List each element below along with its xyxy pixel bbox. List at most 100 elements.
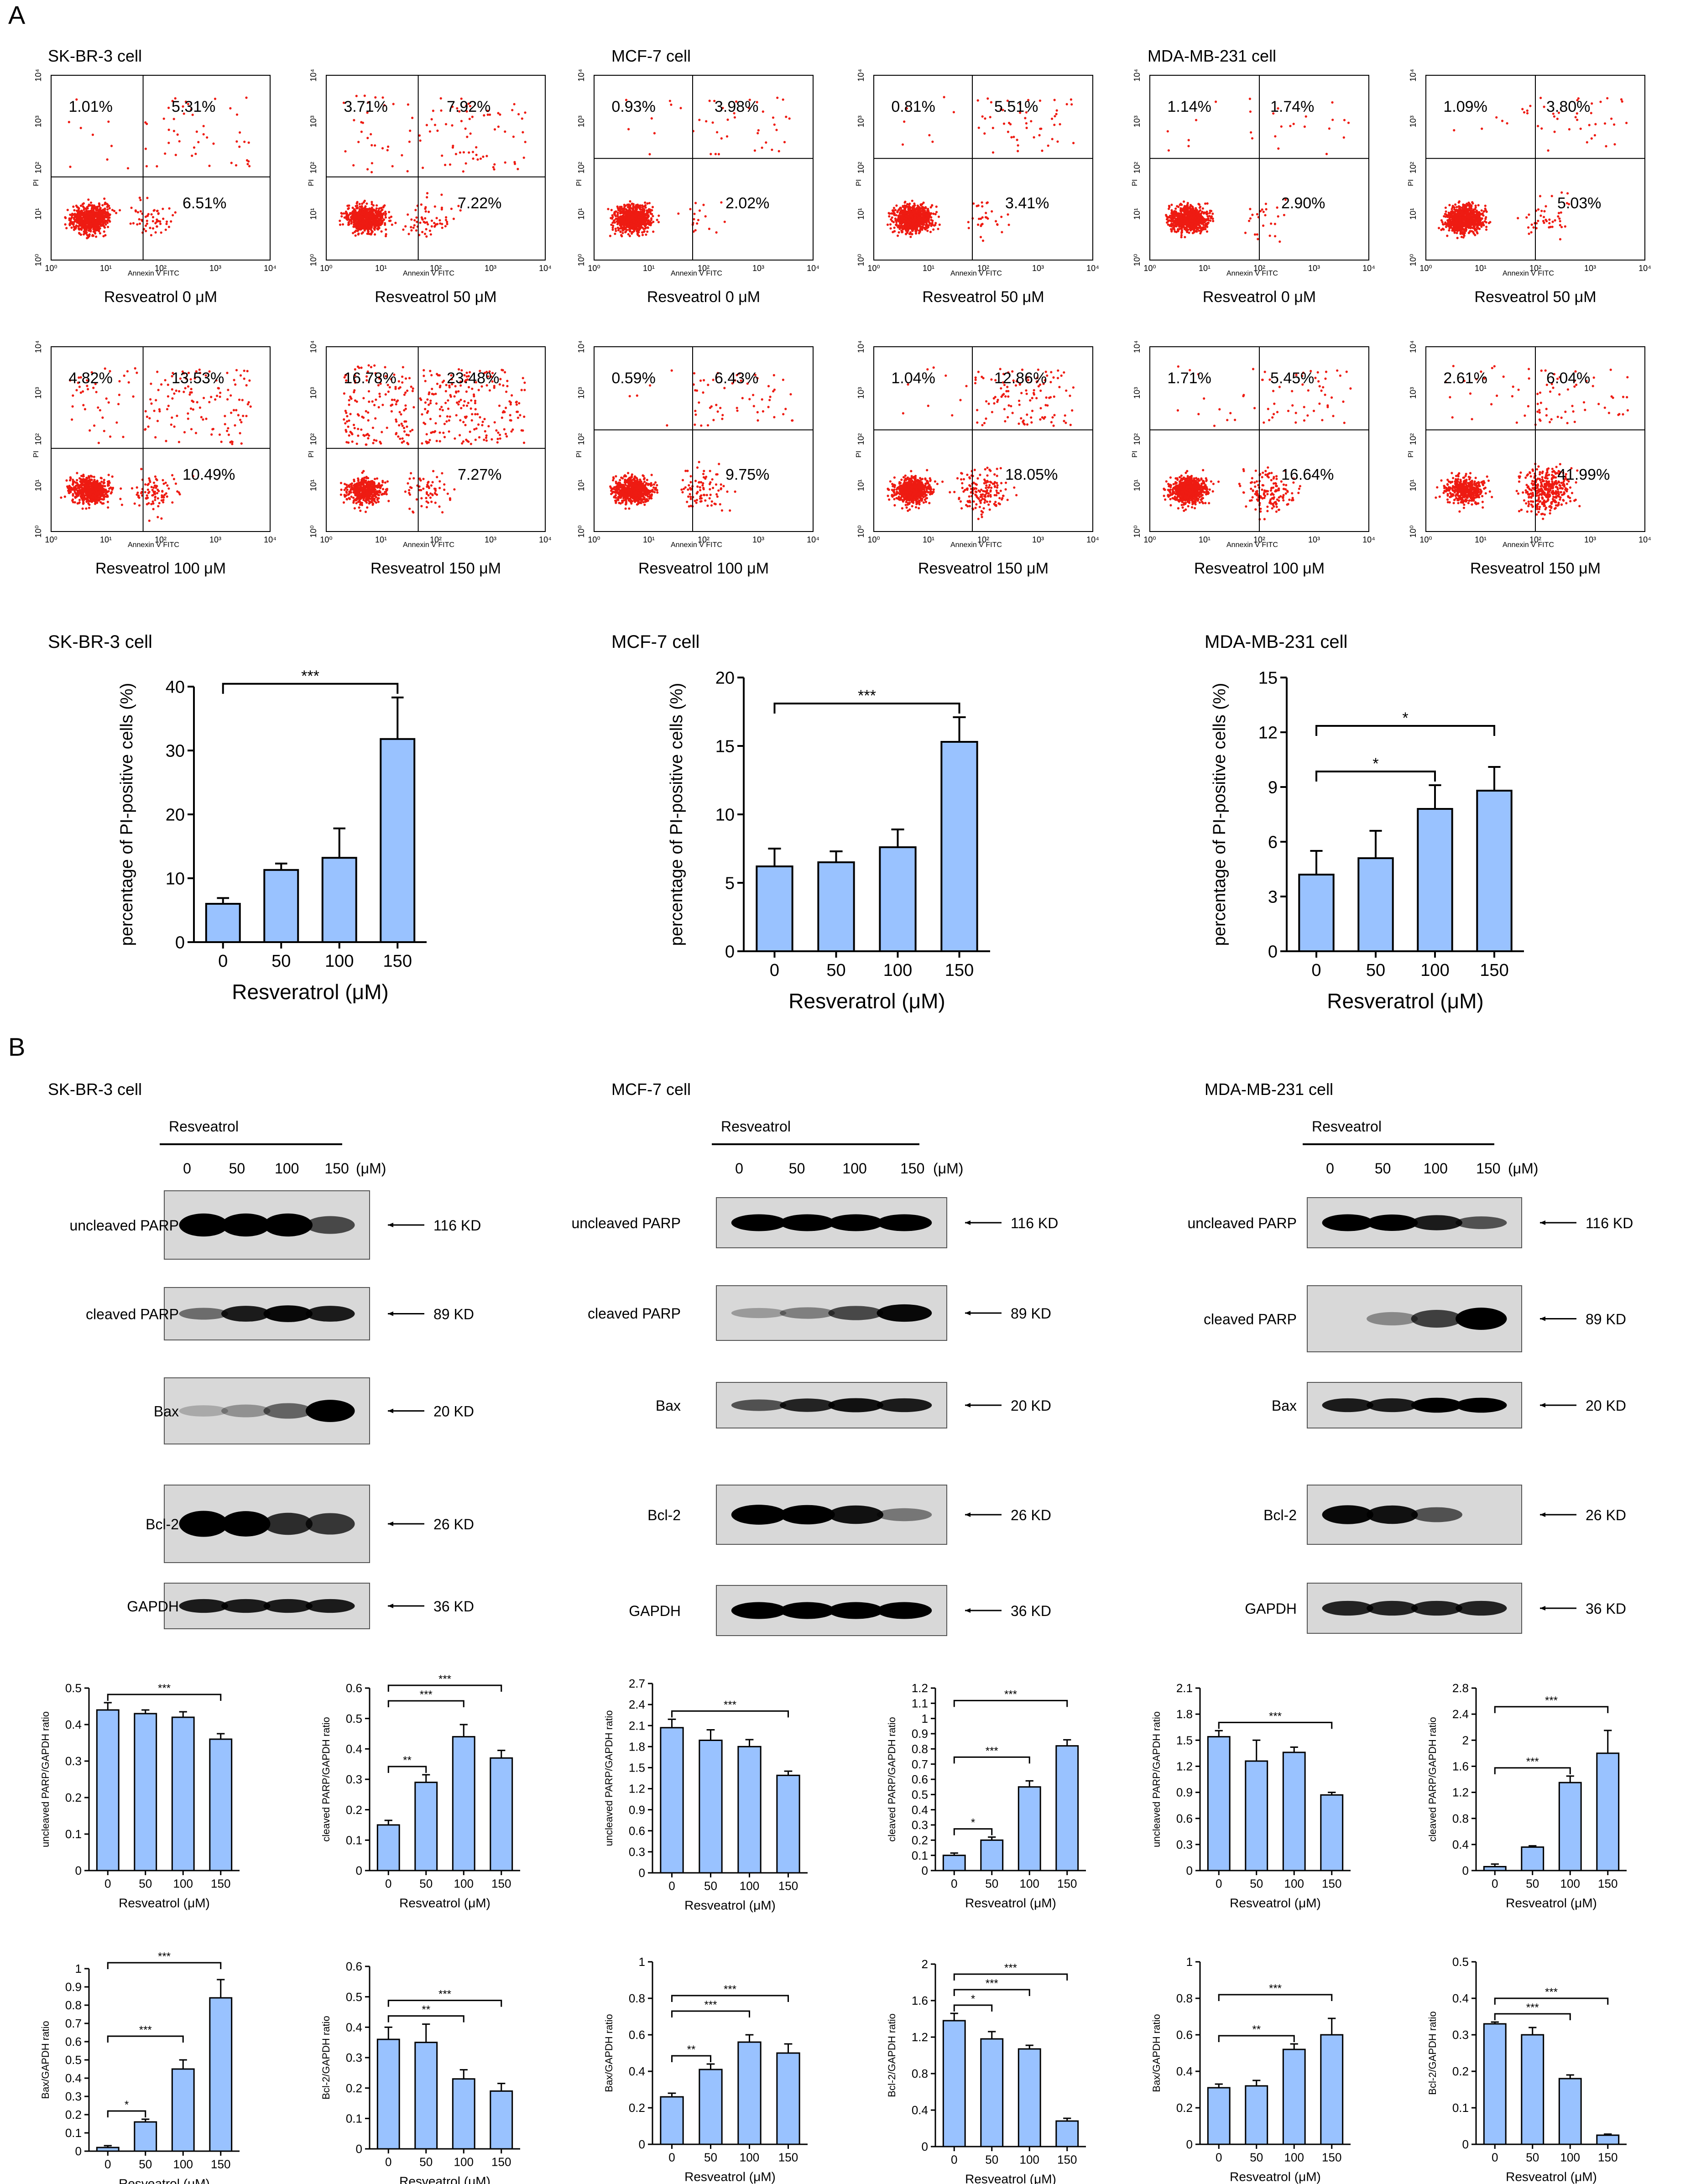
flow-event-dot	[65, 227, 68, 229]
flow-event-dot	[717, 153, 720, 156]
flow-event-dot	[64, 223, 67, 226]
flow-y-tick: 10²	[309, 162, 318, 173]
flow-event-dot	[616, 217, 618, 220]
flow-event-dot	[361, 213, 364, 216]
flow-event-dot	[77, 487, 79, 490]
flow-event-dot	[641, 204, 644, 207]
flow-event-dot	[420, 497, 423, 500]
flow-event-dot	[777, 150, 780, 152]
quadrant-lr-pct: 7.22%	[458, 195, 501, 212]
flow-event-dot	[86, 206, 89, 208]
flow-event-dot	[81, 225, 83, 228]
flow-event-dot	[458, 400, 460, 403]
flow-event-dot	[357, 220, 360, 223]
flow-event-dot	[522, 441, 526, 444]
flow-y-tick: 10⁴	[309, 340, 318, 353]
flow-event-dot	[151, 220, 154, 223]
flow-event-dot	[99, 222, 102, 224]
flow-event-dot	[75, 226, 78, 229]
flow-event-dot	[367, 411, 370, 414]
flow-event-dot	[68, 485, 71, 487]
flow-event-dot	[644, 206, 647, 209]
flow-event-dot	[485, 436, 488, 439]
flow-event-dot	[349, 498, 351, 500]
flow-event-dot	[355, 219, 357, 222]
flow-event-dot	[239, 418, 242, 421]
flow-event-dot	[386, 149, 389, 151]
flow-event-dot	[202, 125, 205, 127]
flow-event-dot	[424, 408, 427, 411]
flow-event-dot	[398, 424, 401, 427]
flow-event-dot	[501, 417, 503, 419]
flow-event-dot	[166, 495, 168, 498]
flow-event-dot	[716, 131, 719, 134]
flow-event-dot	[363, 476, 366, 479]
flow-event-dot	[409, 130, 412, 132]
flow-event-dot	[520, 429, 523, 432]
flow-event-dot	[92, 226, 95, 229]
flow-event-dot	[356, 413, 360, 416]
flow-event-dot	[162, 208, 164, 210]
flow-event-dot	[466, 136, 469, 138]
flow-x-tick: 10³	[752, 264, 764, 273]
flow-event-dot	[483, 438, 485, 441]
flow-event-dot	[101, 204, 104, 207]
flow-event-dot	[218, 433, 221, 436]
flow-event-dot	[402, 366, 404, 369]
flow-event-dot	[725, 135, 729, 138]
flow-event-dot	[696, 222, 699, 225]
flow-event-dot	[644, 201, 647, 204]
flow-event-dot	[126, 370, 129, 373]
flow-event-dot	[154, 496, 157, 499]
flow-event-dot	[720, 201, 723, 204]
flow-event-dot	[120, 503, 123, 506]
flow-event-dot	[384, 393, 387, 396]
flow-event-dot	[171, 501, 174, 504]
flow-event-dot	[351, 487, 354, 490]
flow-event-dot	[476, 413, 479, 416]
flow-x-tick: 10⁴	[264, 264, 277, 273]
flow-event-dot	[101, 219, 104, 222]
flow-event-dot	[509, 403, 512, 406]
flow-y-tick: 10⁴	[34, 340, 43, 353]
flow-event-dot	[344, 210, 348, 213]
flow-x-tick: 10⁰	[320, 264, 332, 273]
flow-event-dot	[69, 166, 72, 168]
flow-event-dot	[92, 216, 94, 219]
flow-event-dot	[167, 225, 170, 228]
flow-event-dot	[145, 224, 147, 227]
flow-event-dot	[932, 212, 935, 215]
flow-event-dot	[210, 396, 213, 398]
flow-event-dot	[100, 213, 103, 216]
flow-event-dot	[650, 219, 652, 221]
flow-event-dot	[138, 196, 141, 199]
flow-event-dot	[96, 491, 99, 494]
flow-event-dot	[668, 99, 671, 102]
flow-event-dot	[409, 430, 412, 433]
flow-event-dot	[523, 381, 526, 384]
flow-event-dot	[397, 435, 400, 438]
flow-event-dot	[475, 146, 478, 149]
flow-event-dot	[96, 499, 99, 502]
flow-event-dot	[392, 103, 395, 105]
flow-event-dot	[464, 127, 467, 130]
flow-event-dot	[79, 486, 82, 489]
flow-event-dot	[70, 226, 73, 229]
flow-event-dot	[356, 207, 359, 209]
flow-event-dot	[88, 486, 90, 490]
flow-event-dot	[249, 405, 252, 408]
flow-event-dot	[384, 216, 387, 219]
flow-event-dot	[629, 222, 632, 225]
flow-event-dot	[378, 490, 381, 492]
flow-event-dot	[459, 151, 462, 154]
flow-event-dot	[157, 488, 159, 491]
flow-event-dot	[348, 485, 351, 488]
flow-event-dot	[164, 379, 167, 381]
flow-event-dot	[918, 232, 920, 235]
flow-event-dot	[391, 398, 394, 401]
flow-event-dot	[82, 215, 85, 218]
flow-event-dot	[101, 416, 104, 419]
flow-event-dot	[93, 224, 95, 227]
flow-event-dot	[390, 215, 393, 218]
